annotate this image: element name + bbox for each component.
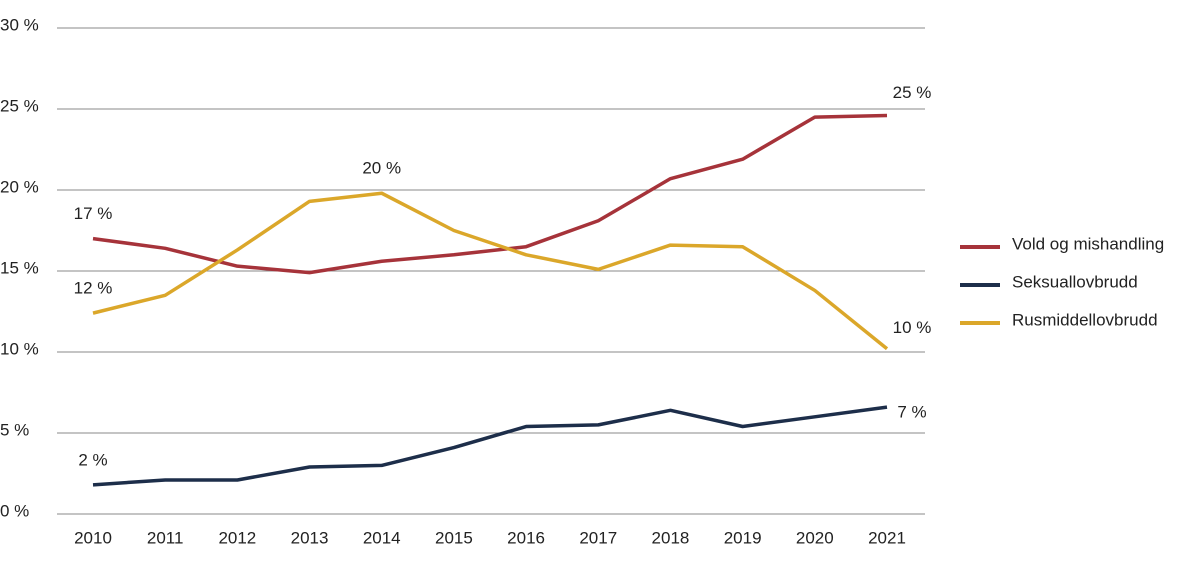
legend-label: Vold og mishandling xyxy=(1012,234,1164,253)
x-tick-label: 2018 xyxy=(652,528,690,547)
x-tick-label: 2017 xyxy=(579,528,617,547)
x-tick-label: 2014 xyxy=(363,528,401,547)
x-tick-label: 2011 xyxy=(147,528,184,547)
x-tick-label: 2013 xyxy=(291,528,329,547)
data-label: 10 % xyxy=(893,318,932,337)
y-tick-label: 30 % xyxy=(0,15,39,34)
y-tick-label: 0 % xyxy=(0,501,29,520)
y-tick-label: 10 % xyxy=(0,339,39,358)
data-label: 20 % xyxy=(362,159,401,178)
data-label: 12 % xyxy=(74,279,113,298)
data-label: 17 % xyxy=(74,204,113,223)
x-tick-label: 2016 xyxy=(507,528,545,547)
data-label: 25 % xyxy=(893,83,932,102)
data-label: 7 % xyxy=(897,403,926,422)
legend-label: Seksuallovbrudd xyxy=(1012,272,1138,291)
x-tick-label: 2021 xyxy=(868,528,906,547)
x-tick-label: 2010 xyxy=(74,528,112,547)
y-tick-label: 5 % xyxy=(0,420,29,439)
series-line xyxy=(92,113,888,275)
series-line xyxy=(92,405,888,487)
x-tick-label: 2019 xyxy=(724,528,762,547)
legend-label: Rusmiddellovbrudd xyxy=(1012,310,1158,329)
x-tick-label: 2020 xyxy=(796,528,834,547)
x-tick-label: 2012 xyxy=(218,528,256,547)
series-line xyxy=(92,191,889,351)
x-tick-label: 2015 xyxy=(435,528,473,547)
y-tick-label: 20 % xyxy=(0,177,39,196)
y-tick-label: 15 % xyxy=(0,258,39,277)
data-label: 2 % xyxy=(78,450,107,469)
y-tick-label: 25 % xyxy=(0,96,39,115)
